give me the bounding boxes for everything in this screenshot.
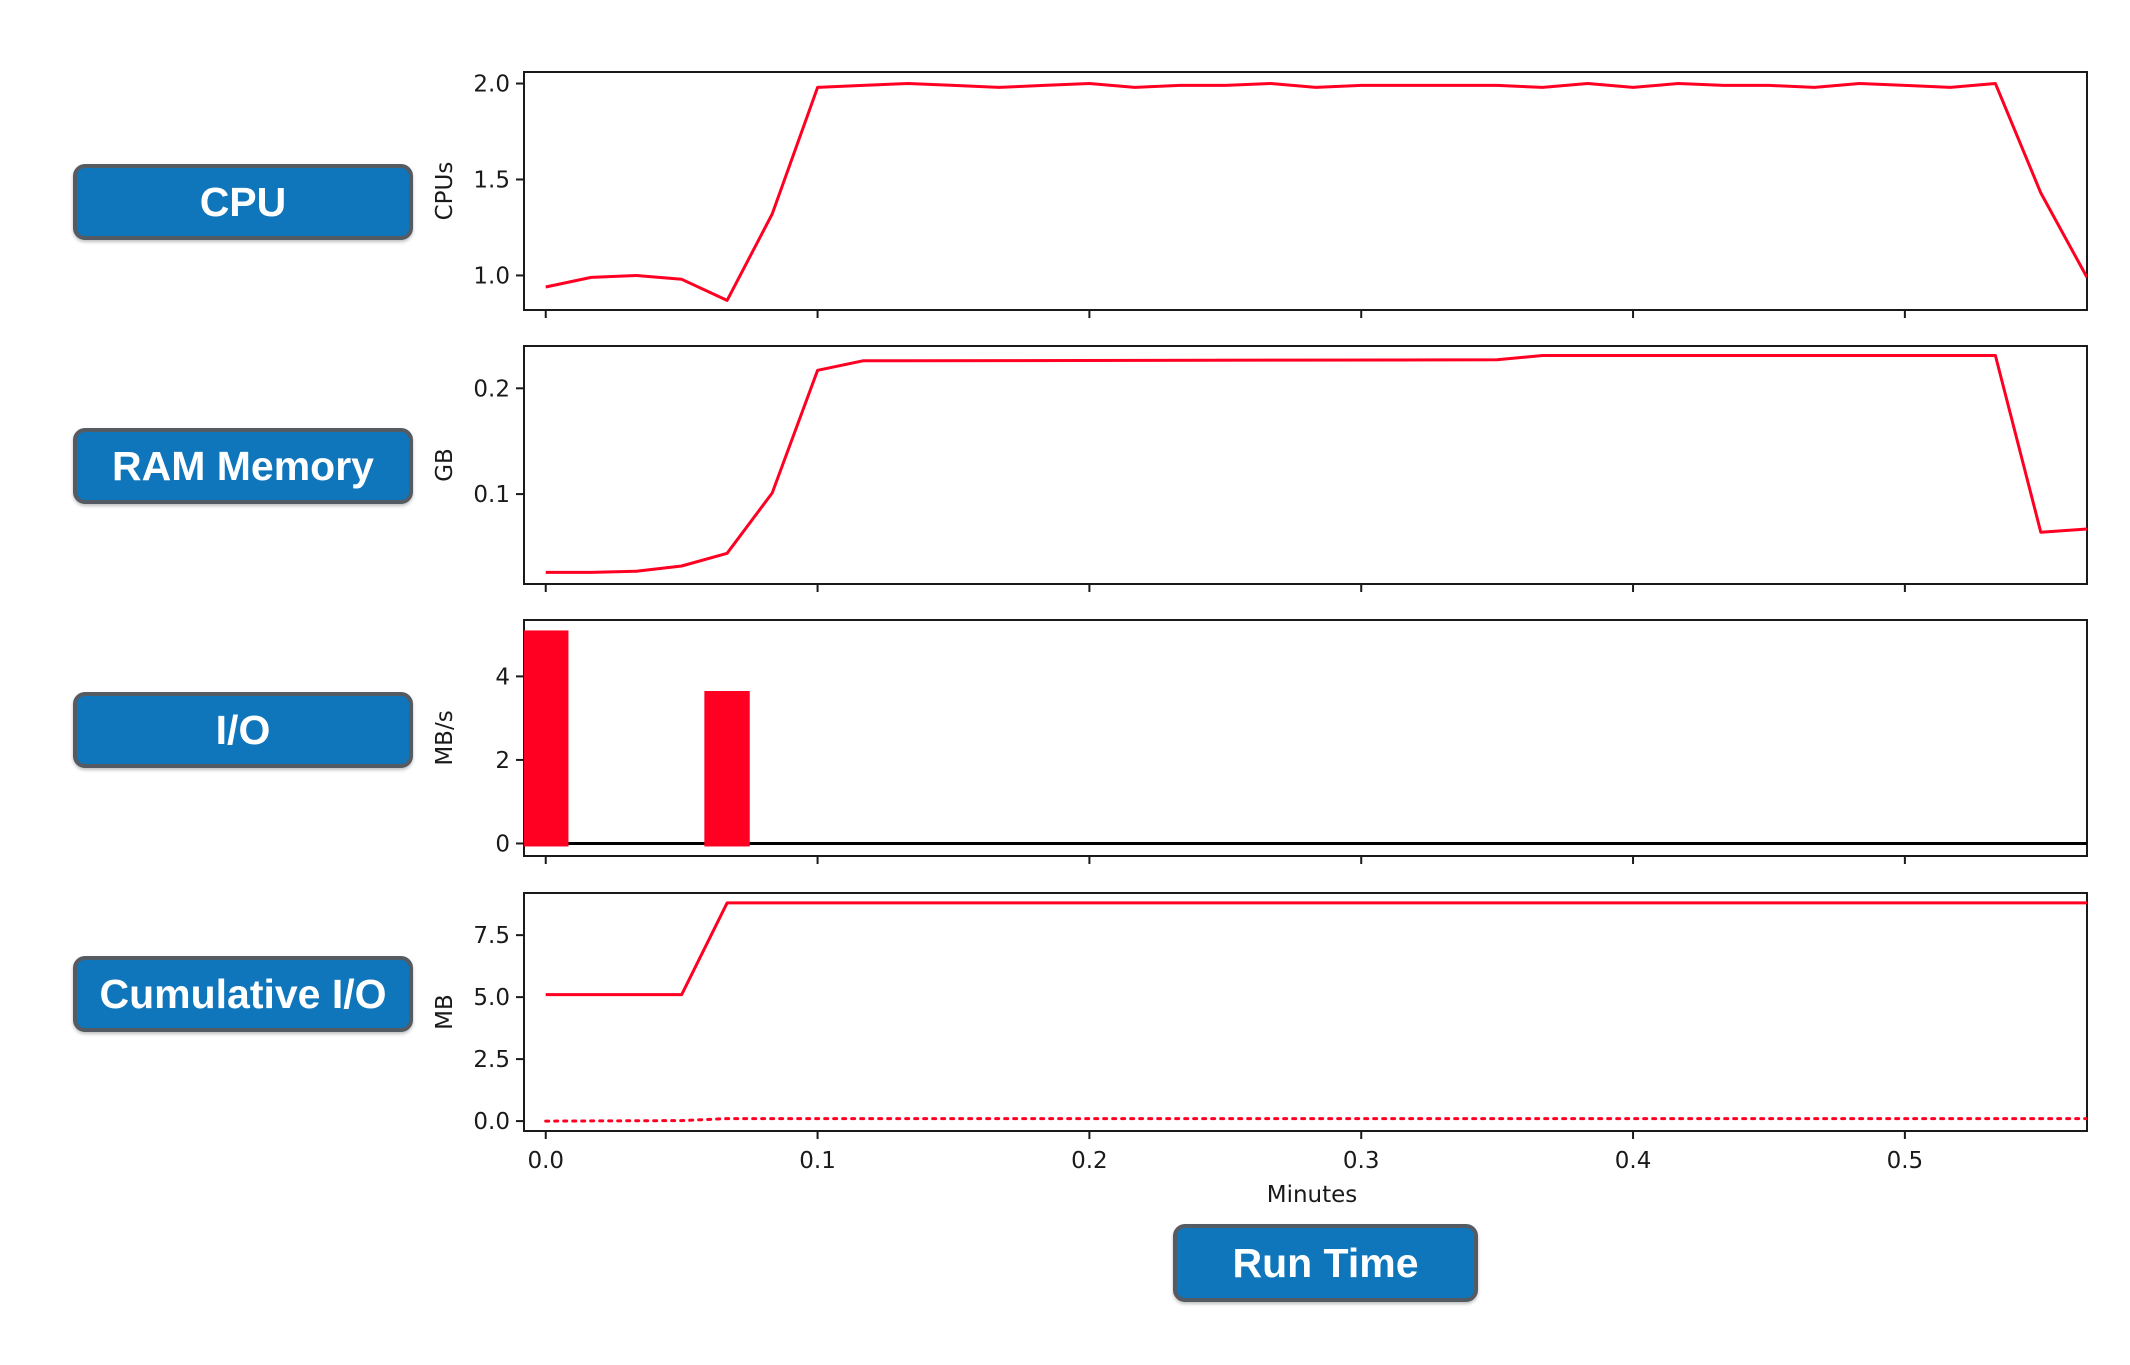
cumulative-io-y-axis-title: MB <box>432 994 458 1030</box>
x-axis-title: Minutes <box>1267 1182 1358 1208</box>
ram-series-line <box>545 354 2087 574</box>
io-panel: 0 2 4 MB/s <box>432 619 2088 864</box>
cumulative-io-series-line-dotted <box>544 1117 2087 1123</box>
io-label-button[interactable]: I/O <box>73 692 413 768</box>
x-tick-label: 0.3 <box>1343 1148 1380 1174</box>
ram-y-axis-title: GB <box>432 448 458 482</box>
cumulative-io-series-line <box>545 901 2087 997</box>
run-time-label-button[interactable]: Run Time <box>1173 1224 1478 1302</box>
x-tick-label: 0.5 <box>1887 1148 1924 1174</box>
x-tick-label: 0.0 <box>527 1148 564 1174</box>
ram-y-tick-label: 0.1 <box>473 482 510 508</box>
cpu-panel: 1.0 1.5 2.0 CPUs <box>432 71 2088 318</box>
io-y-tick-label: 0 <box>495 831 510 857</box>
x-tick-label: 0.1 <box>799 1148 836 1174</box>
io-y-axis-title: MB/s <box>432 710 458 765</box>
ram-y-tick-label: 0.2 <box>473 376 510 402</box>
cpu-series-line <box>545 82 2087 302</box>
x-tick-label: 0.4 <box>1615 1148 1652 1174</box>
ram-plot-frame <box>523 345 2088 585</box>
cpu-y-tick-label: 2.0 <box>473 72 510 98</box>
io-bar <box>524 630 569 847</box>
cpu-plot-frame <box>523 71 2088 311</box>
cpu-label-button[interactable]: CPU <box>73 164 413 240</box>
cpu-y-tick-label: 1.5 <box>473 167 510 193</box>
cumulative-io-plot-frame <box>523 892 2088 1132</box>
cumulative-io-label-button[interactable]: Cumulative I/O <box>73 956 413 1032</box>
io-plot-frame <box>523 619 2088 857</box>
io-bar <box>704 691 750 847</box>
ram-memory-label-button[interactable]: RAM Memory <box>73 428 413 504</box>
cpu-y-axis-title: CPUs <box>432 162 458 221</box>
io-y-tick-label: 2 <box>495 748 510 774</box>
io-y-tick-label: 4 <box>495 664 510 690</box>
cumulative-io-y-tick-label: 0.0 <box>473 1109 510 1135</box>
ram-panel: 0.1 0.2 GB <box>432 345 2088 592</box>
cumulative-io-panel: 0.0 2.5 5.0 7.5 MB 0.0 0.1 0.2 0.3 0.4 0.5 <box>432 892 2088 1174</box>
cumulative-io-y-tick-label: 2.5 <box>473 1047 510 1073</box>
x-tick-label: 0.2 <box>1071 1148 1108 1174</box>
cumulative-io-y-tick-label: 5.0 <box>473 985 510 1011</box>
cumulative-io-y-tick-label: 7.5 <box>473 923 510 949</box>
cpu-y-tick-label: 1.0 <box>473 263 510 289</box>
